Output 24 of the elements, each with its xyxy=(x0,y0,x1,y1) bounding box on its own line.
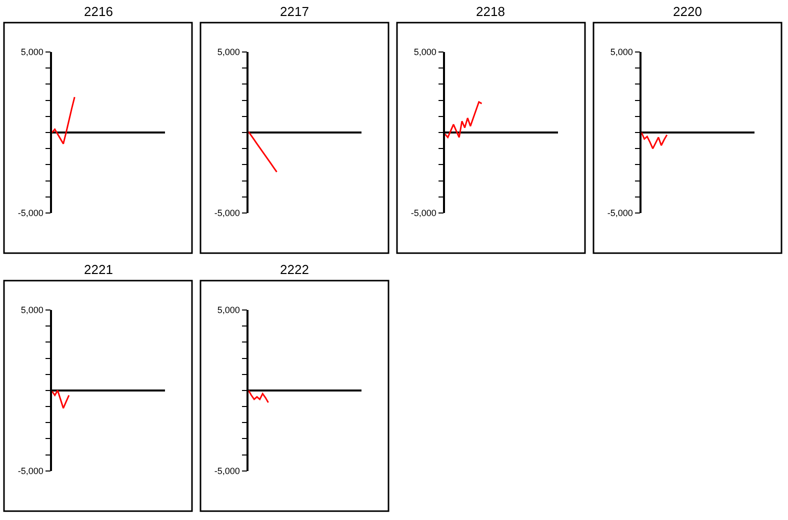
chart-title: 2220 xyxy=(673,4,702,19)
chart-title: 2217 xyxy=(280,4,309,19)
y-tick-label: 5,000 xyxy=(20,47,44,58)
chart-title: 2222 xyxy=(280,262,309,277)
y-tick-label: 5,000 xyxy=(217,305,240,316)
line-series xyxy=(52,96,76,145)
chart-title: 2216 xyxy=(84,4,113,19)
line-series xyxy=(52,390,70,409)
y-tick-label: 5,000 xyxy=(20,305,44,316)
line-series xyxy=(445,101,482,138)
y-tick-label: -5,000 xyxy=(214,466,240,476)
line-series xyxy=(248,390,270,404)
y-tick-label: -5,000 xyxy=(410,208,436,218)
y-tick-label: 5,000 xyxy=(610,47,633,58)
y-tick-label: -5,000 xyxy=(214,208,240,218)
y-tick-label: -5,000 xyxy=(18,466,44,476)
y-tick-label: 5,000 xyxy=(414,47,436,58)
chart-title: 2221 xyxy=(84,262,113,277)
y-tick-label: -5,000 xyxy=(607,208,633,218)
y-tick-label: 5,000 xyxy=(217,47,240,58)
chart-title: 2218 xyxy=(476,4,505,19)
line-series xyxy=(642,132,668,150)
line-series xyxy=(248,130,278,173)
y-tick-label: -5,000 xyxy=(18,208,44,218)
